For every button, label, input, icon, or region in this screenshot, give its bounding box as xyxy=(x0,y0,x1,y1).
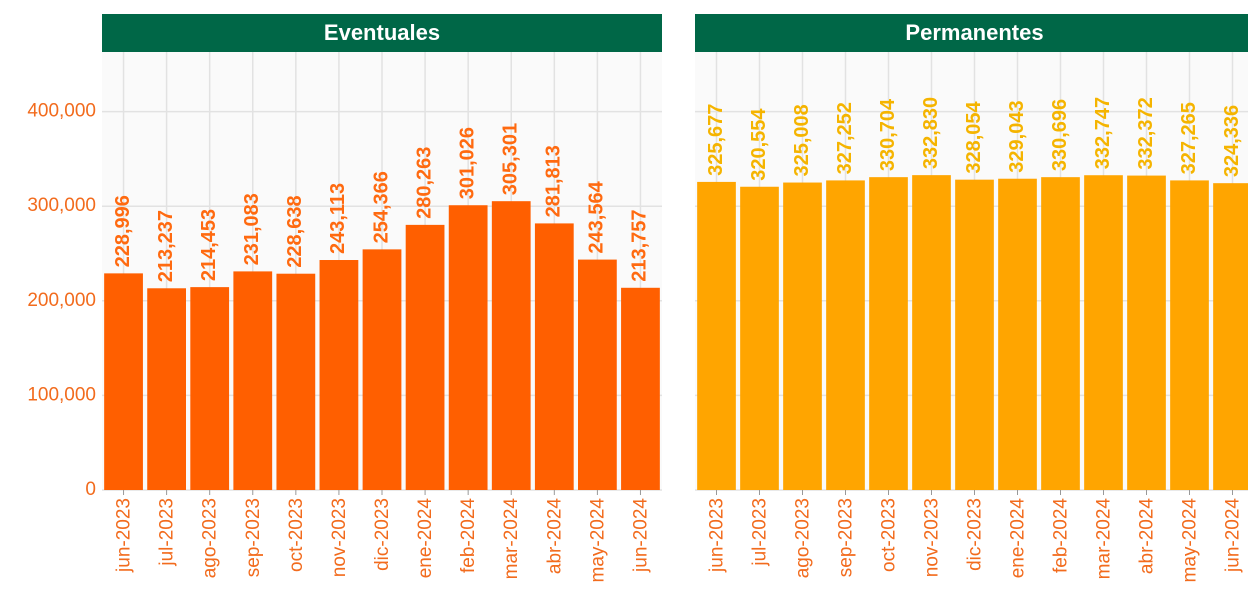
value-label: 324,336 xyxy=(1221,105,1243,177)
x-tick-label: abr-2024 xyxy=(1137,498,1158,574)
x-tick-label: nov-2023 xyxy=(329,498,350,577)
x-tick-label: jun-2023 xyxy=(114,498,135,573)
bar xyxy=(1213,183,1248,490)
value-label: 254,366 xyxy=(370,171,392,243)
x-tick-label: sep-2023 xyxy=(243,498,264,577)
x-tick-label: ago-2023 xyxy=(200,498,221,578)
bar xyxy=(998,178,1037,490)
value-label: 330,704 xyxy=(877,98,899,171)
facet-header xyxy=(102,14,662,52)
x-tick-label: may-2024 xyxy=(1180,498,1201,583)
value-label: 327,252 xyxy=(834,102,856,174)
x-tick-label: sep-2023 xyxy=(836,498,857,577)
x-tick-label: jun-2024 xyxy=(1223,498,1244,573)
value-label: 231,083 xyxy=(241,193,263,265)
bar xyxy=(319,260,359,490)
bar xyxy=(233,271,273,490)
bar xyxy=(826,180,865,490)
x-tick-label: ene-2024 xyxy=(1008,498,1029,579)
value-label: 330,696 xyxy=(1049,99,1071,171)
bar xyxy=(104,273,143,490)
value-label: 328,054 xyxy=(963,100,985,173)
x-tick-label: feb-2024 xyxy=(1051,498,1072,573)
x-tick-label: mar-2024 xyxy=(1094,498,1115,580)
value-label: 243,113 xyxy=(327,183,349,254)
bar xyxy=(621,287,660,490)
bar xyxy=(147,288,186,490)
bar xyxy=(740,186,779,491)
value-label: 213,757 xyxy=(629,209,651,281)
x-tick-label: may-2024 xyxy=(587,498,608,583)
value-label: 301,026 xyxy=(456,127,478,199)
value-label: 332,830 xyxy=(920,97,942,169)
value-label: 281,813 xyxy=(543,145,565,217)
bar xyxy=(534,223,574,490)
x-tick-label: jun-2023 xyxy=(707,498,728,573)
x-tick-label: oct-2023 xyxy=(879,498,900,572)
bar xyxy=(276,273,316,490)
value-label: 213,237 xyxy=(155,210,177,282)
facet-title: Permanentes xyxy=(905,20,1043,45)
bar xyxy=(783,182,822,491)
bar xyxy=(362,249,402,490)
x-tick-label: jul-2023 xyxy=(157,498,178,567)
bar xyxy=(1084,175,1123,490)
y-tick-label: 100,000 xyxy=(27,384,96,405)
bar xyxy=(190,287,230,490)
bar xyxy=(697,181,736,491)
value-label: 228,996 xyxy=(112,195,134,267)
y-tick-label: 200,000 xyxy=(27,290,96,311)
value-label: 305,301 xyxy=(500,123,522,195)
value-label: 327,265 xyxy=(1178,102,1200,174)
y-tick-label: 0 xyxy=(85,479,96,500)
value-label: 243,564 xyxy=(586,180,608,253)
x-tick-label: nov-2023 xyxy=(922,498,943,577)
x-tick-label: ene-2024 xyxy=(415,498,436,579)
value-label: 214,453 xyxy=(198,209,220,281)
x-tick-label: feb-2024 xyxy=(458,498,479,573)
x-tick-label: abr-2024 xyxy=(544,498,565,574)
y-tick-label: 300,000 xyxy=(27,195,96,216)
value-label: 329,043 xyxy=(1006,100,1028,172)
bar xyxy=(491,201,531,490)
x-tick-label: jul-2023 xyxy=(750,498,771,567)
facet-header xyxy=(695,14,1248,52)
value-label: 325,677 xyxy=(705,104,727,176)
x-tick-label: dic-2023 xyxy=(965,498,986,571)
bar xyxy=(1170,180,1209,491)
value-label: 228,638 xyxy=(284,195,306,267)
bar xyxy=(405,224,445,490)
bar xyxy=(869,177,908,490)
value-label: 280,263 xyxy=(413,147,435,219)
value-label: 332,747 xyxy=(1092,97,1114,169)
bar xyxy=(448,205,488,491)
x-tick-label: mar-2024 xyxy=(501,498,522,580)
bar xyxy=(578,259,617,490)
bar xyxy=(1041,177,1080,490)
x-tick-label: ago-2023 xyxy=(793,498,814,578)
x-tick-label: jun-2024 xyxy=(630,498,651,573)
x-tick-label: oct-2023 xyxy=(286,498,307,572)
value-label: 325,008 xyxy=(791,104,813,176)
x-tick-label: dic-2023 xyxy=(372,498,393,571)
bar xyxy=(955,179,994,491)
value-label: 332,372 xyxy=(1135,97,1157,169)
y-tick-label: 400,000 xyxy=(27,101,96,122)
bar xyxy=(912,175,951,490)
facet-title: Eventuales xyxy=(324,20,440,45)
bar xyxy=(1127,175,1166,490)
value-label: 320,554 xyxy=(748,108,770,181)
